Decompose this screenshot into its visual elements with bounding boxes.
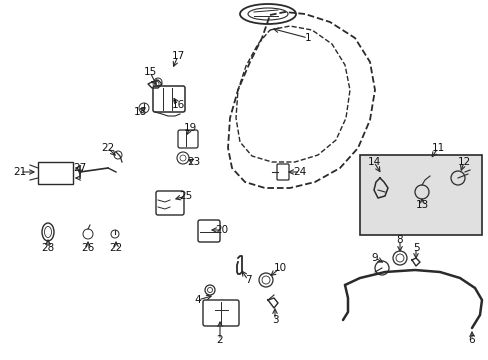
Text: 25: 25 [179, 191, 192, 201]
Text: 21: 21 [13, 167, 26, 177]
Text: 6: 6 [468, 335, 474, 345]
Text: 8: 8 [396, 235, 403, 245]
Text: 22: 22 [109, 243, 122, 253]
Text: 7: 7 [244, 275, 251, 285]
Text: 27: 27 [73, 163, 86, 173]
Text: 11: 11 [430, 143, 444, 153]
Text: 22: 22 [101, 143, 114, 153]
Text: 3: 3 [271, 315, 278, 325]
Text: 9: 9 [371, 253, 378, 263]
Text: 19: 19 [183, 123, 196, 133]
Bar [38, 162, 73, 184]
Text: 1: 1 [304, 33, 311, 43]
Text: 17: 17 [171, 51, 184, 61]
Text: 16: 16 [171, 100, 184, 110]
Text: 5: 5 [412, 243, 418, 253]
Text: 23: 23 [187, 157, 200, 167]
Text: 26: 26 [81, 243, 95, 253]
Text: 15: 15 [143, 67, 156, 77]
Text: 4: 4 [194, 295, 201, 305]
Text: 20: 20 [215, 225, 228, 235]
Text: 18: 18 [133, 107, 146, 117]
Text: 28: 28 [41, 243, 55, 253]
Text: 10: 10 [273, 263, 286, 273]
Text: 13: 13 [414, 200, 428, 210]
Text: 24: 24 [293, 167, 306, 177]
Bar [359, 155, 481, 235]
Text: 12: 12 [456, 157, 469, 167]
Text: 2: 2 [216, 335, 223, 345]
Text: 14: 14 [366, 157, 380, 167]
